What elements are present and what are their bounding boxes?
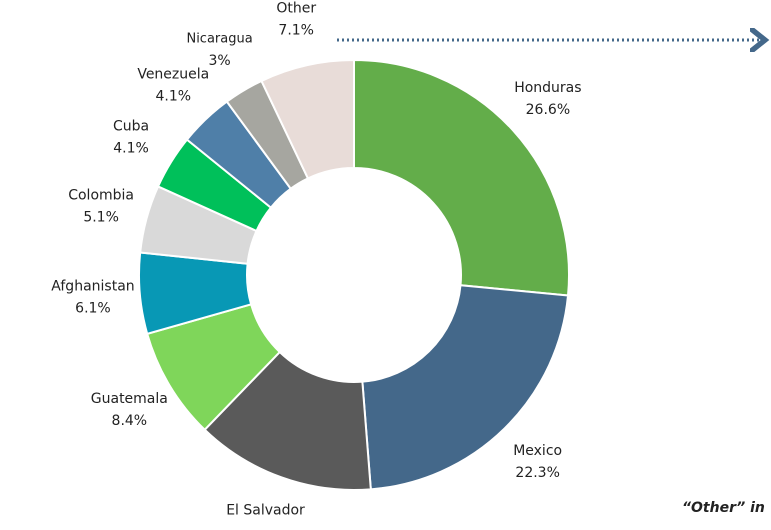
slice-label: Guatemala: [91, 391, 168, 407]
slice-label: Cuba: [113, 118, 149, 134]
slice-label: Mexico: [513, 443, 562, 459]
slice-label: Colombia: [68, 187, 134, 203]
slice-value-label: 22.3%: [515, 465, 559, 481]
slice-label: Honduras: [514, 80, 581, 96]
slice-value-label: 3%: [208, 53, 230, 69]
annotation: “Other” in: [682, 500, 765, 516]
slice-value-label: 4.1%: [156, 88, 192, 104]
slice-value-label: 6.1%: [75, 301, 111, 317]
slice-value-label: 5.1%: [83, 209, 119, 225]
slice-value-label: 8.4%: [112, 413, 148, 429]
slice-label: Afghanistan: [51, 279, 134, 295]
slice-label: El Salvador: [226, 503, 305, 519]
donut-slice: [361, 284, 570, 491]
slice-label: Venezuela: [137, 66, 209, 82]
slice-value-label: 26.6%: [526, 102, 570, 118]
donut-slice: [353, 58, 570, 297]
slice-label: Other: [276, 0, 316, 16]
slice-label: Nicaragua: [186, 32, 252, 47]
slice-value-label: 4.1%: [113, 140, 149, 156]
donut-slice: [260, 58, 355, 180]
slice-value-label: 7.1%: [278, 22, 314, 38]
